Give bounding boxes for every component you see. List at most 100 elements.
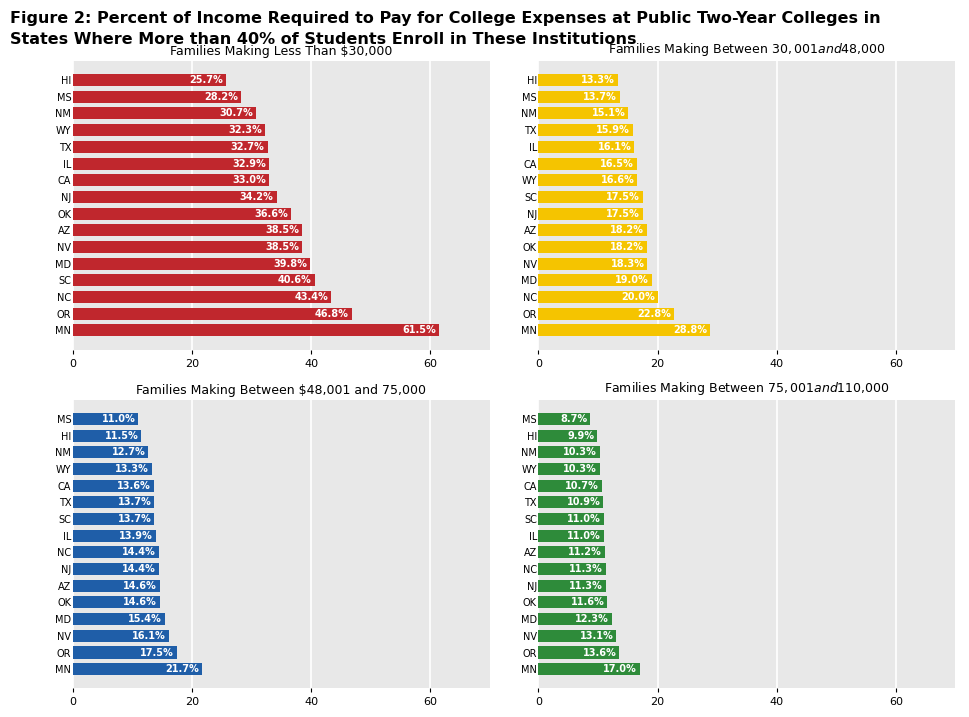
Text: 36.6%: 36.6% (254, 209, 288, 219)
Text: 13.7%: 13.7% (582, 92, 616, 102)
Bar (73, 663, 202, 675)
Text: 16.6%: 16.6% (600, 175, 634, 185)
Text: Families Making Between $30,001 and $48,000: Families Making Between $30,001 and $48,… (608, 41, 885, 58)
Bar (73, 124, 265, 136)
Bar (538, 158, 636, 169)
Bar (538, 224, 646, 237)
Bar (73, 463, 152, 475)
Bar (538, 174, 637, 186)
Bar (73, 208, 291, 219)
Bar (538, 480, 602, 492)
Text: 13.7%: 13.7% (117, 498, 151, 508)
Text: 16.1%: 16.1% (597, 142, 631, 152)
Bar (538, 257, 646, 270)
Bar (538, 291, 657, 303)
Bar (73, 324, 439, 336)
Bar (73, 630, 169, 642)
Text: 17.5%: 17.5% (606, 209, 639, 219)
Text: 18.2%: 18.2% (610, 242, 643, 252)
Bar (538, 429, 597, 442)
Bar (538, 613, 611, 625)
Bar (538, 563, 605, 575)
Text: 13.3%: 13.3% (115, 464, 149, 474)
Text: Families Making Between $48,001 and 75,000: Families Making Between $48,001 and 75,0… (137, 384, 425, 397)
Bar (73, 530, 155, 541)
Text: 12.3%: 12.3% (575, 614, 608, 624)
Bar (538, 647, 619, 658)
Text: 11.3%: 11.3% (569, 564, 602, 574)
Bar (73, 191, 276, 203)
Text: 13.6%: 13.6% (117, 480, 150, 490)
Bar (73, 158, 268, 169)
Text: 38.5%: 38.5% (266, 242, 298, 252)
Bar (538, 463, 599, 475)
Text: 10.3%: 10.3% (562, 447, 596, 457)
Text: 34.2%: 34.2% (239, 192, 273, 202)
Bar (73, 174, 269, 186)
Text: 13.1%: 13.1% (579, 631, 612, 641)
Text: 15.9%: 15.9% (596, 125, 630, 135)
Bar (73, 141, 267, 153)
Bar (73, 647, 176, 658)
Text: 17.0%: 17.0% (603, 664, 636, 674)
Text: 11.6%: 11.6% (570, 597, 604, 607)
Bar (73, 108, 256, 120)
Text: 14.4%: 14.4% (122, 547, 155, 557)
Text: 17.5%: 17.5% (141, 647, 173, 657)
Text: 46.8%: 46.8% (314, 309, 348, 319)
Bar (73, 291, 331, 303)
Text: 38.5%: 38.5% (266, 225, 298, 235)
Bar (538, 275, 651, 286)
Bar (538, 124, 633, 136)
Text: 32.9%: 32.9% (232, 158, 266, 168)
Text: 13.7%: 13.7% (117, 514, 151, 524)
Text: 13.9%: 13.9% (119, 531, 152, 541)
Text: 10.7%: 10.7% (565, 480, 599, 490)
Bar (538, 108, 628, 120)
Bar (73, 275, 314, 286)
Bar (538, 513, 604, 525)
Text: 43.4%: 43.4% (295, 292, 328, 302)
Text: 61.5%: 61.5% (402, 326, 436, 336)
Text: 15.1%: 15.1% (591, 108, 625, 118)
Text: 13.3%: 13.3% (580, 75, 614, 85)
Text: 22.8%: 22.8% (637, 309, 671, 319)
Bar (73, 613, 165, 625)
Bar (538, 597, 607, 609)
Text: Figure 2: Percent of Income Required to Pay for College Expenses at Public Two-Y: Figure 2: Percent of Income Required to … (10, 11, 880, 26)
Bar (538, 663, 639, 675)
Text: 14.6%: 14.6% (123, 597, 157, 607)
Text: 30.7%: 30.7% (219, 108, 253, 118)
Bar (73, 496, 154, 508)
Text: States Where More than 40% of Students Enroll in These Institutions: States Where More than 40% of Students E… (10, 32, 636, 47)
Text: 14.4%: 14.4% (122, 564, 155, 574)
Bar (73, 513, 154, 525)
Text: Families Making Less Than $30,000: Families Making Less Than $30,000 (170, 45, 392, 58)
Bar (73, 241, 302, 253)
Bar (73, 563, 158, 575)
Text: 11.3%: 11.3% (569, 581, 602, 591)
Text: 28.8%: 28.8% (672, 326, 706, 336)
Text: 18.3%: 18.3% (610, 259, 643, 269)
Bar (73, 546, 158, 559)
Text: 21.7%: 21.7% (165, 664, 199, 674)
Text: 40.6%: 40.6% (278, 275, 311, 285)
Text: 11.0%: 11.0% (567, 514, 600, 524)
Bar (73, 91, 240, 103)
Text: 11.0%: 11.0% (102, 414, 136, 424)
Text: 17.5%: 17.5% (606, 192, 639, 202)
Text: 8.7%: 8.7% (559, 414, 586, 424)
Bar (73, 413, 139, 425)
Text: 10.3%: 10.3% (562, 464, 596, 474)
Bar (538, 191, 641, 203)
Text: 15.4%: 15.4% (128, 614, 162, 624)
Bar (73, 224, 302, 237)
Text: 25.7%: 25.7% (189, 75, 223, 85)
Text: 33.0%: 33.0% (233, 175, 266, 185)
Bar (538, 241, 646, 253)
Text: 11.5%: 11.5% (105, 430, 139, 440)
Bar (538, 91, 619, 103)
Bar (73, 446, 148, 458)
Bar (538, 413, 589, 425)
Text: 28.2%: 28.2% (203, 92, 237, 102)
